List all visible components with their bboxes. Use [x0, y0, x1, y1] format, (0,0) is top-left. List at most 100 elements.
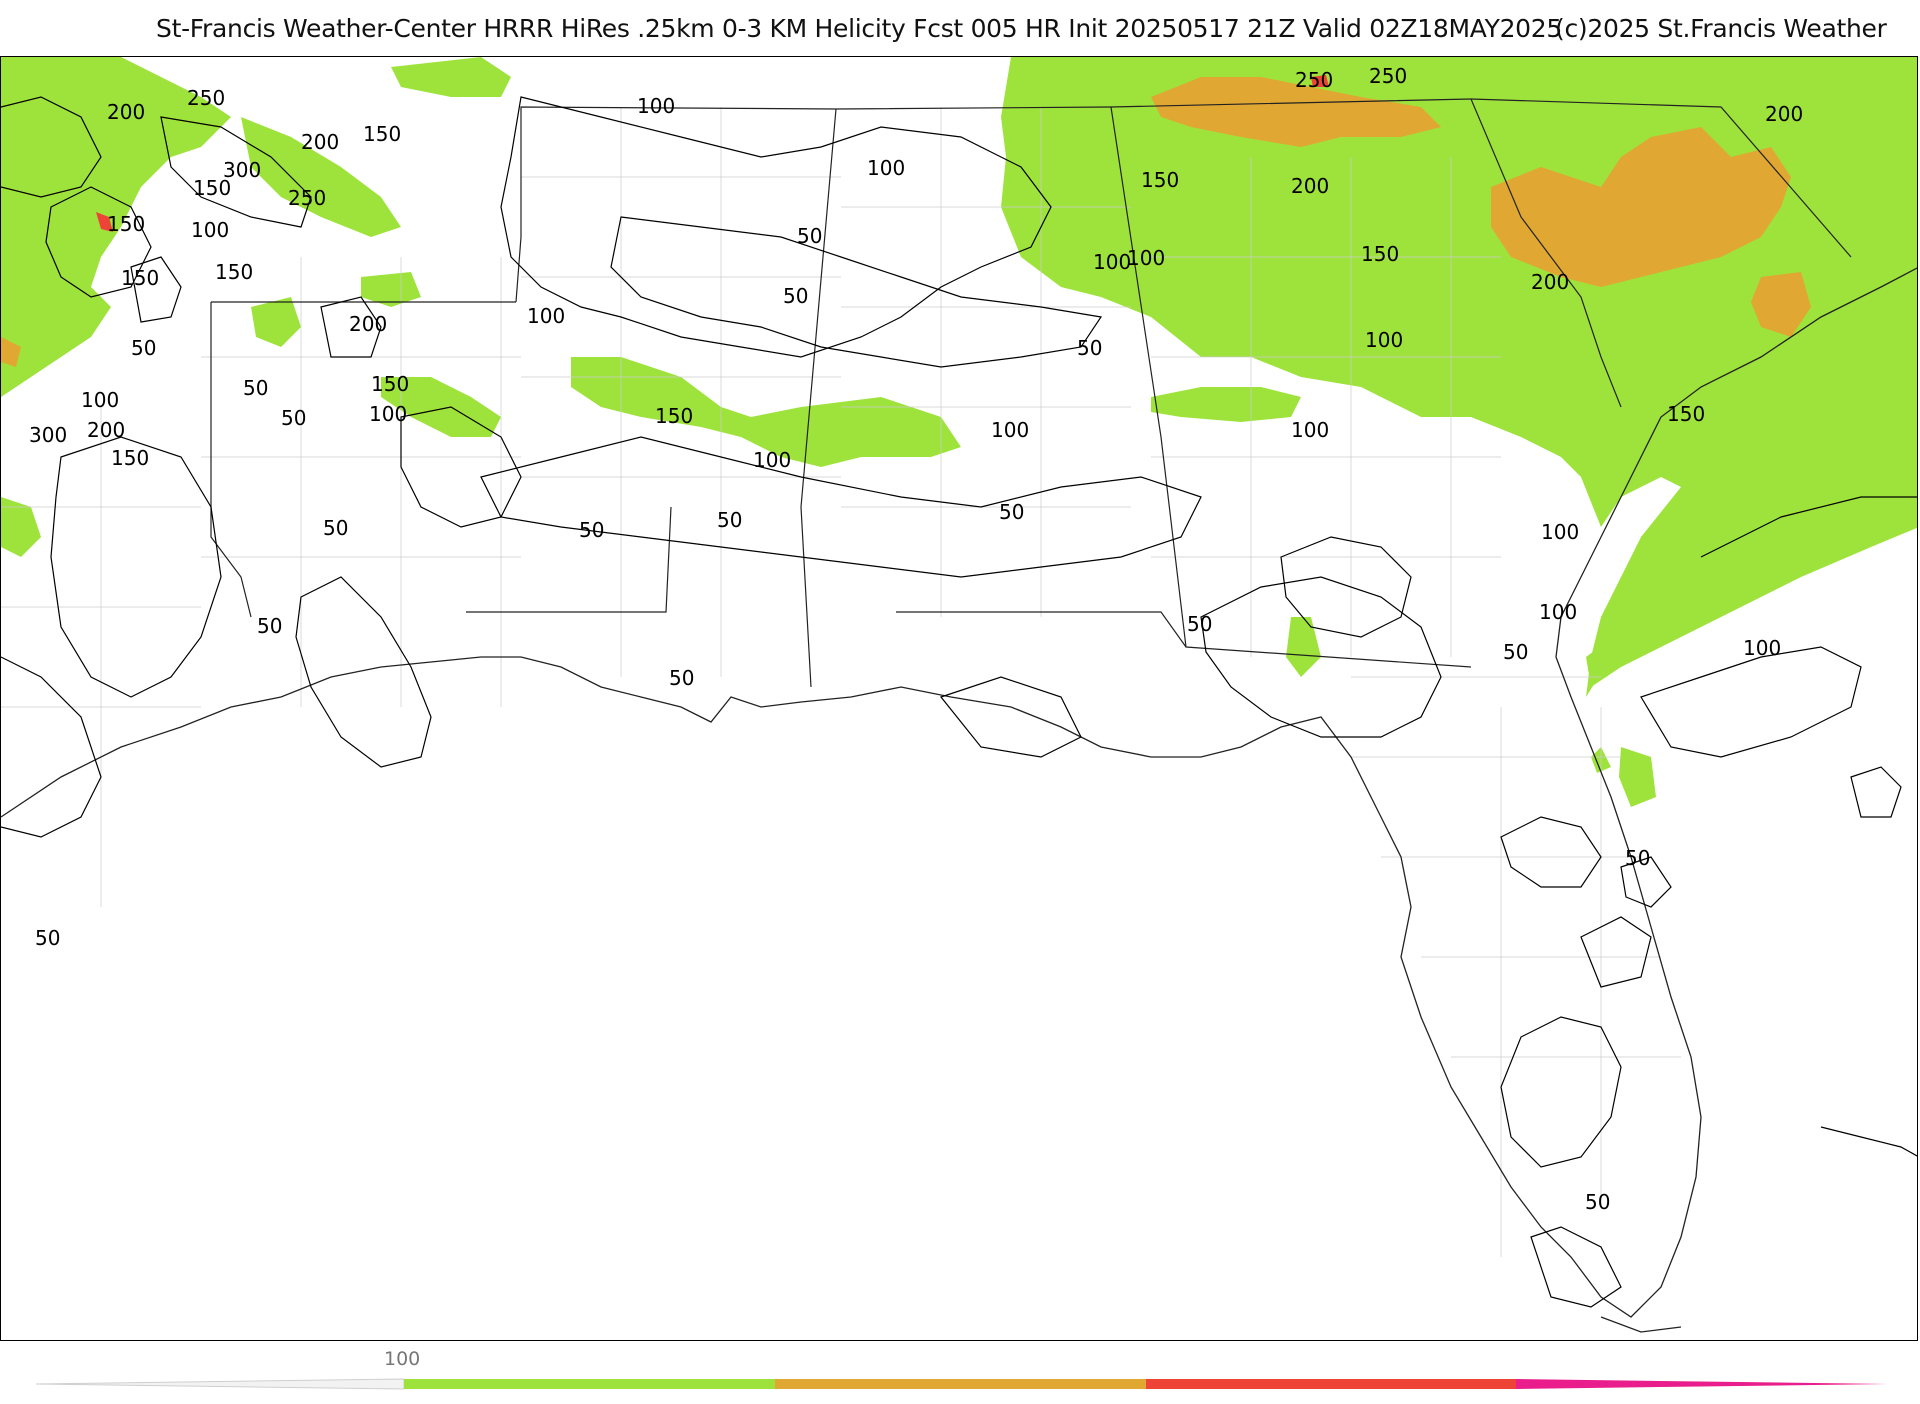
map-title: St-Francis Weather-Center HRRR HiRes .25… [156, 14, 1562, 43]
title-bar: St-Francis Weather-Center HRRR HiRes .25… [0, 0, 1920, 56]
fill-orange-ne-2 [1751, 272, 1811, 337]
contour-label: 150 [363, 122, 401, 146]
helicity-map: 250 200 200 150 300 250 150 150 100 150 … [0, 56, 1918, 1341]
copyright-label: (c)2025 St.Francis Weather [1555, 14, 1887, 43]
contour-label: 50 [717, 508, 742, 532]
helicity-fill-250-350 [1, 77, 1811, 367]
contour-label: 50 [1585, 1190, 1610, 1214]
fill-west-2 [241, 117, 401, 237]
fill-red-ne [1311, 75, 1329, 87]
contour-label: 100 [1743, 636, 1781, 660]
tx-la-line [210, 302, 252, 618]
contour-label: 50 [243, 376, 268, 400]
la-ms-line [466, 506, 672, 613]
ms-al-line [800, 108, 837, 688]
fill-orange-ne-3 [1151, 77, 1441, 147]
contour-label: 50 [1187, 612, 1212, 636]
colorbar-band [775, 1379, 1146, 1389]
contour-label: 50 [257, 614, 282, 638]
colorbar-svg [35, 1378, 1888, 1390]
fill-mid-band-3 [381, 377, 501, 437]
contour-labels: 250 200 200 150 300 250 150 150 100 150 … [29, 64, 1803, 1214]
contour-label: 100 [1291, 418, 1329, 442]
contour-label: 50 [1077, 336, 1102, 360]
contour-label: 50 [579, 518, 604, 542]
contour-label: 50 [131, 336, 156, 360]
ga-sc-line [1470, 98, 1622, 408]
contour-label: 150 [193, 176, 231, 200]
contour-label: 300 [223, 158, 261, 182]
contour-label: 100 [191, 218, 229, 242]
contour-label: 100 [637, 94, 675, 118]
contour-label: 50 [281, 406, 306, 430]
contour-label: 250 [288, 186, 326, 210]
contour-label: 150 [1141, 168, 1179, 192]
contour-label: 100 [1539, 600, 1577, 624]
contour-label: 250 [1295, 68, 1333, 92]
contour-label: 200 [349, 312, 387, 336]
fill-west-5 [361, 272, 421, 307]
ar-line [515, 106, 837, 303]
fill-west-6 [251, 297, 301, 347]
contour-label: 200 [301, 130, 339, 154]
contour-label: 200 [87, 418, 125, 442]
contour-label: 200 [1291, 174, 1329, 198]
contour-label: 100 [1127, 246, 1165, 270]
contour-label: 200 [1531, 270, 1569, 294]
colorbar-high-wedge [1516, 1379, 1888, 1389]
contour-label: 250 [1369, 64, 1407, 88]
helicity-fill-350-450 [96, 75, 1329, 232]
fill-west-3 [391, 57, 511, 97]
fill-fl-spot [1619, 747, 1656, 807]
contour-label: 200 [107, 100, 145, 124]
contour-label: 50 [999, 500, 1024, 524]
contour-label: 50 [35, 926, 60, 950]
fill-mid-band-2 [1151, 387, 1301, 422]
fill-west-4 [1, 497, 41, 557]
contour-label: 300 [29, 423, 67, 447]
fill-red-w [96, 212, 113, 232]
fill-east-offshore [1586, 477, 1917, 687]
contour-label: 100 [753, 448, 791, 472]
contour-label: 100 [1093, 250, 1131, 274]
contour-label: 150 [655, 404, 693, 428]
fill-west-1 [1, 57, 231, 397]
contour-label: 100 [867, 156, 905, 180]
fill-orange-w [1, 337, 21, 367]
contour-label: 100 [991, 418, 1029, 442]
colorbar-band [1146, 1379, 1516, 1389]
map-canvas: 250 200 200 150 300 250 150 150 100 150 … [1, 57, 1917, 1333]
fill-northeast-green [1001, 57, 1917, 697]
fill-ga-spot [1286, 617, 1321, 677]
colorbar [0, 1341, 1920, 1400]
contour-label: 150 [107, 212, 145, 236]
tn-line [835, 98, 1472, 110]
contour-label: 50 [1503, 640, 1528, 664]
contour-label: 150 [215, 260, 253, 284]
contour-label: 150 [1361, 242, 1399, 266]
contour-label: 150 [371, 372, 409, 396]
contour-label: 250 [187, 86, 225, 110]
contour-label: 150 [111, 446, 149, 470]
contour-label: 100 [369, 402, 407, 426]
contour-label: 50 [1625, 846, 1650, 870]
nc-sc-line [1470, 98, 1852, 258]
contour-label: 50 [323, 516, 348, 540]
colorbar-band [404, 1379, 775, 1389]
coastline [1, 267, 1917, 1333]
contour-label: 100 [527, 304, 565, 328]
state-boundaries [210, 98, 1852, 688]
contour-label: 50 [669, 666, 694, 690]
colorbar-tick-label: 100 [384, 1348, 421, 1370]
contour-label: 150 [1667, 402, 1705, 426]
ga-fl-line [896, 611, 1472, 668]
contour-label: 150 [121, 266, 159, 290]
contour-label: 100 [1365, 328, 1403, 352]
contour-label: 100 [81, 388, 119, 412]
helicity-contours [1, 96, 1917, 1308]
al-ga-line [1110, 106, 1187, 648]
contour-label: 100 [1541, 520, 1579, 544]
gulf-coast [1, 267, 1917, 1318]
contour-label: 50 [797, 224, 822, 248]
contour-label: 50 [783, 284, 808, 308]
